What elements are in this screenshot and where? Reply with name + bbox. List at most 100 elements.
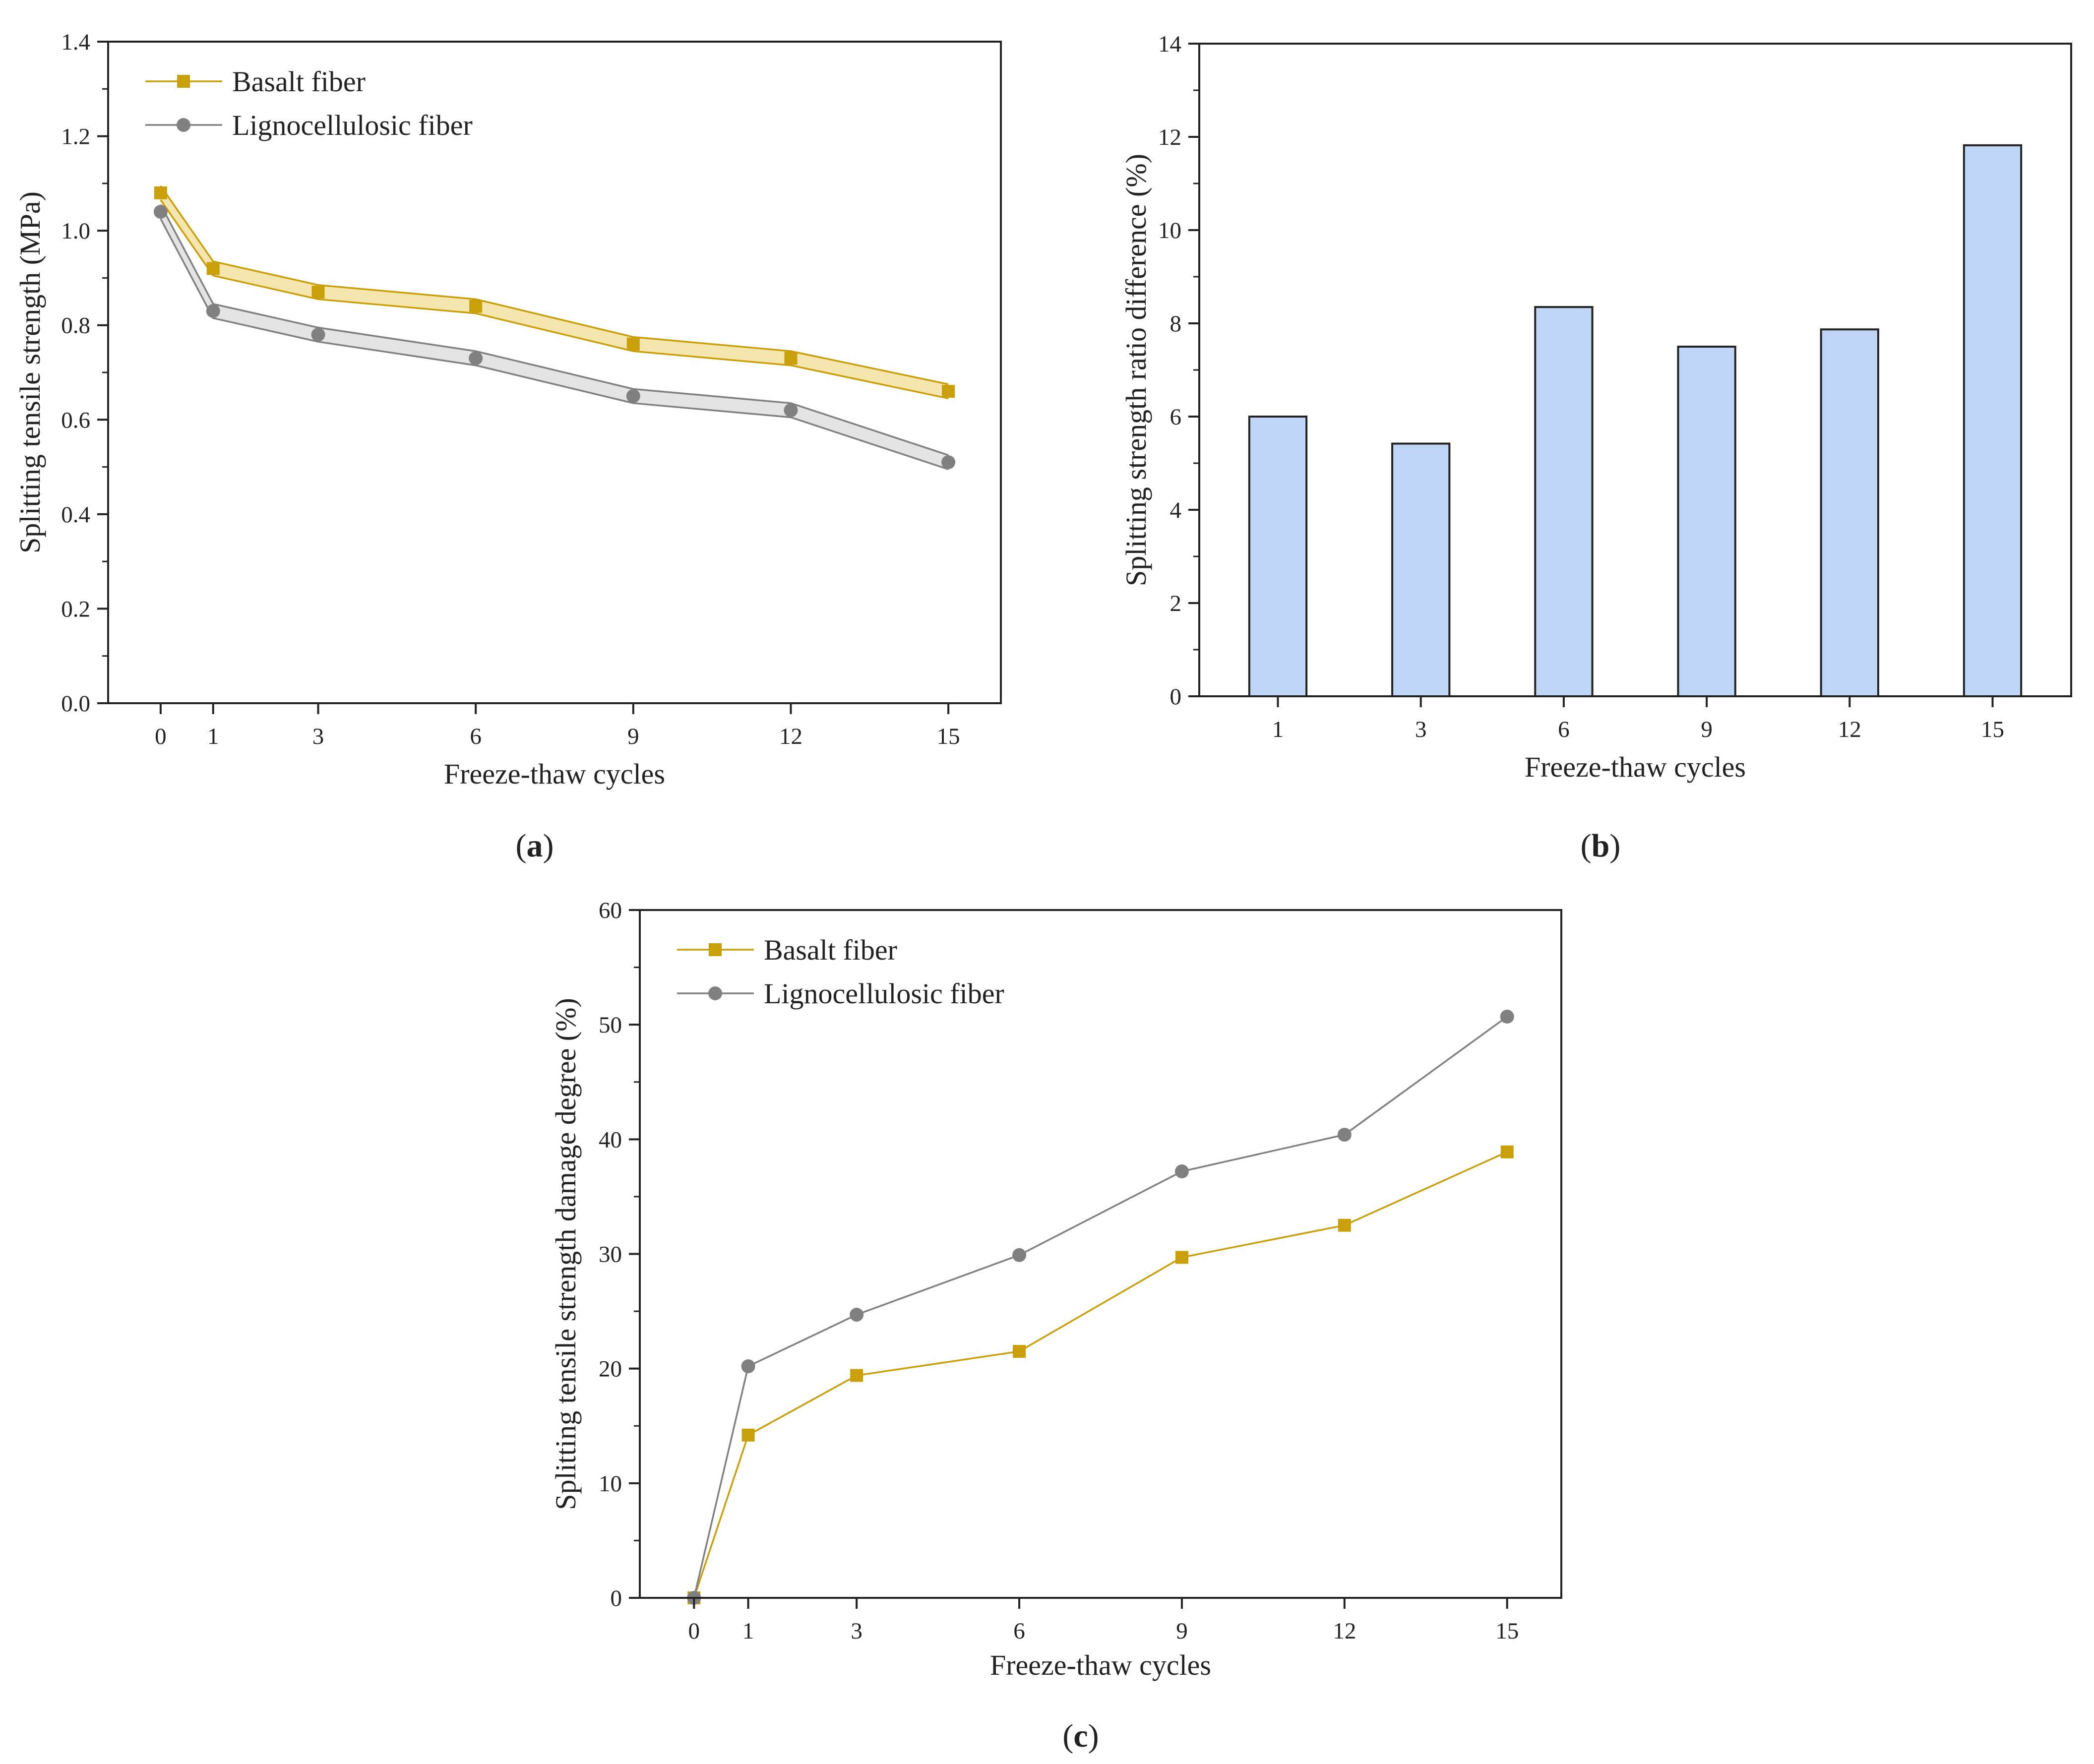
bar-12 [1820, 328, 1879, 697]
x-tick-label: 0 [688, 1618, 700, 1644]
legend-label-2: Lignocellulosic fiber [764, 977, 1004, 1010]
y-axis-title: Splitting strength ratio difference (%) [1120, 154, 1152, 586]
series-band-upper-1 [160, 185, 949, 385]
bar-15 [1963, 144, 2023, 697]
legend-marker-1 [709, 943, 722, 956]
x-tick-label: 9 [627, 724, 639, 749]
y-tick-label: 1.4 [61, 29, 90, 55]
y-tick-label: 0 [1170, 684, 1182, 710]
y-tick-label: 0.8 [61, 313, 90, 339]
y-tick-label: 12 [1158, 124, 1181, 150]
x-tick-label: 1 [207, 724, 219, 749]
y-tick-label: 2 [1170, 591, 1182, 616]
y-tick-label: 0 [611, 1585, 622, 1611]
y-tick-label: 10 [599, 1471, 622, 1497]
x-axis-title: Freeze-thaw cycles [990, 1649, 1211, 1681]
y-axis-title: Splitting tensile strength (MPa) [14, 191, 46, 553]
x-tick-label: 6 [470, 724, 482, 749]
y-tick-label: 14 [1158, 31, 1181, 57]
panel-label: (b) [1581, 828, 1621, 864]
y-tick-label: 1.0 [61, 218, 90, 244]
data-point-series-2 [626, 389, 640, 403]
panel-label: (a) [516, 828, 554, 864]
legend-marker-1 [177, 75, 190, 88]
data-point-series-2 [1337, 1128, 1352, 1142]
y-tick-label: 30 [599, 1242, 622, 1268]
legend-marker-2 [708, 986, 722, 1000]
legend-label-2: Lignocellulosic fiber [232, 109, 473, 141]
x-tick-label: 12 [1333, 1618, 1356, 1644]
series-band-lower-1 [160, 199, 949, 400]
legend-label-1: Basalt fiber [764, 934, 897, 966]
data-point-series-1 [206, 262, 220, 275]
data-point-series-1 [469, 300, 483, 313]
bar-9 [1677, 346, 1736, 697]
x-tick-label: 0 [155, 724, 167, 749]
x-tick-label: 6 [1013, 1618, 1025, 1644]
series-line-2 [693, 1016, 1508, 1598]
panel-b: 1 3 6 9 12 15 0 2 4 6 8 10 12 14 Splitting strength ra… [1120, 31, 2072, 864]
series-band-1 [160, 185, 949, 399]
data-point-series-2 [206, 304, 220, 318]
data-point-series-1 [741, 1428, 755, 1442]
data-point-series-1 [1338, 1218, 1351, 1232]
x-tick-label: 15 [937, 724, 960, 749]
panel-a: 0 1 3 6 9 12 15 0.0 0.2 0.4 0.6 0.8 1.0 1.2 1.4 Splitti… [14, 29, 1002, 864]
legend-label-1: Basalt fiber [232, 65, 366, 98]
y-tick-label: 0.4 [61, 502, 90, 528]
series-band-lower-2 [160, 218, 949, 470]
x-axis-title: Freeze-thaw cycles [444, 758, 665, 790]
y-axis-title: Splitting tensile strength damage degree… [550, 998, 582, 1510]
data-point-series-2 [311, 327, 325, 342]
x-tick-label: 3 [312, 724, 324, 749]
x-tick-label: 15 [1495, 1618, 1519, 1644]
plot-frame [639, 909, 1562, 1599]
y-tick-label: 0.6 [61, 407, 90, 433]
data-point-series-2 [741, 1359, 755, 1374]
data-point-series-1 [1500, 1145, 1514, 1158]
x-tick-label: 6 [1558, 717, 1570, 742]
x-tick-label: 3 [1415, 717, 1427, 742]
bar-1 [1248, 416, 1308, 697]
y-tick-label: 40 [599, 1127, 622, 1153]
x-tick-label: 1 [742, 1618, 754, 1644]
panel-c: 0 1 3 6 9 12 15 0 10 20 30 40 50 60 Splitting tensile … [550, 898, 1562, 1754]
data-point-series-2 [153, 205, 168, 219]
data-point-series-2 [469, 351, 483, 365]
x-tick-label: 12 [1838, 717, 1861, 742]
y-tick-label: 0.2 [61, 596, 90, 622]
x-tick-label: 15 [1981, 717, 2004, 742]
data-point-series-1 [626, 337, 640, 351]
y-tick-label: 8 [1170, 311, 1182, 337]
data-point-series-1 [1013, 1344, 1026, 1358]
data-point-series-2 [1174, 1164, 1189, 1179]
y-tick-label: 0.0 [61, 691, 90, 717]
series-band-upper-2 [160, 204, 949, 456]
data-point-series-1 [942, 385, 955, 398]
data-point-series-2 [850, 1308, 864, 1322]
plot-frame [1198, 43, 2072, 697]
data-point-series-1 [311, 286, 325, 299]
y-tick-label: 10 [1158, 218, 1181, 243]
x-tick-label: 3 [851, 1618, 862, 1644]
data-point-series-1 [784, 352, 798, 365]
legend-marker-2 [177, 118, 190, 132]
y-tick-label: 1.2 [61, 124, 90, 150]
data-point-series-1 [154, 186, 167, 199]
bar-6 [1534, 306, 1594, 697]
data-point-series-2 [784, 403, 798, 418]
y-tick-label: 4 [1170, 497, 1182, 523]
data-point-series-2 [941, 455, 956, 470]
series-line-1 [693, 1151, 1508, 1598]
series-band-2 [160, 204, 949, 470]
data-point-series-2 [1500, 1009, 1514, 1024]
y-tick-label: 60 [599, 898, 622, 923]
data-point-series-1 [1175, 1251, 1188, 1264]
y-tick-label: 6 [1170, 404, 1182, 430]
data-point-series-2 [1012, 1248, 1027, 1262]
y-tick-label: 20 [599, 1356, 622, 1382]
x-tick-label: 1 [1272, 717, 1284, 742]
bar-3 [1391, 442, 1451, 698]
x-tick-label: 12 [779, 724, 802, 749]
